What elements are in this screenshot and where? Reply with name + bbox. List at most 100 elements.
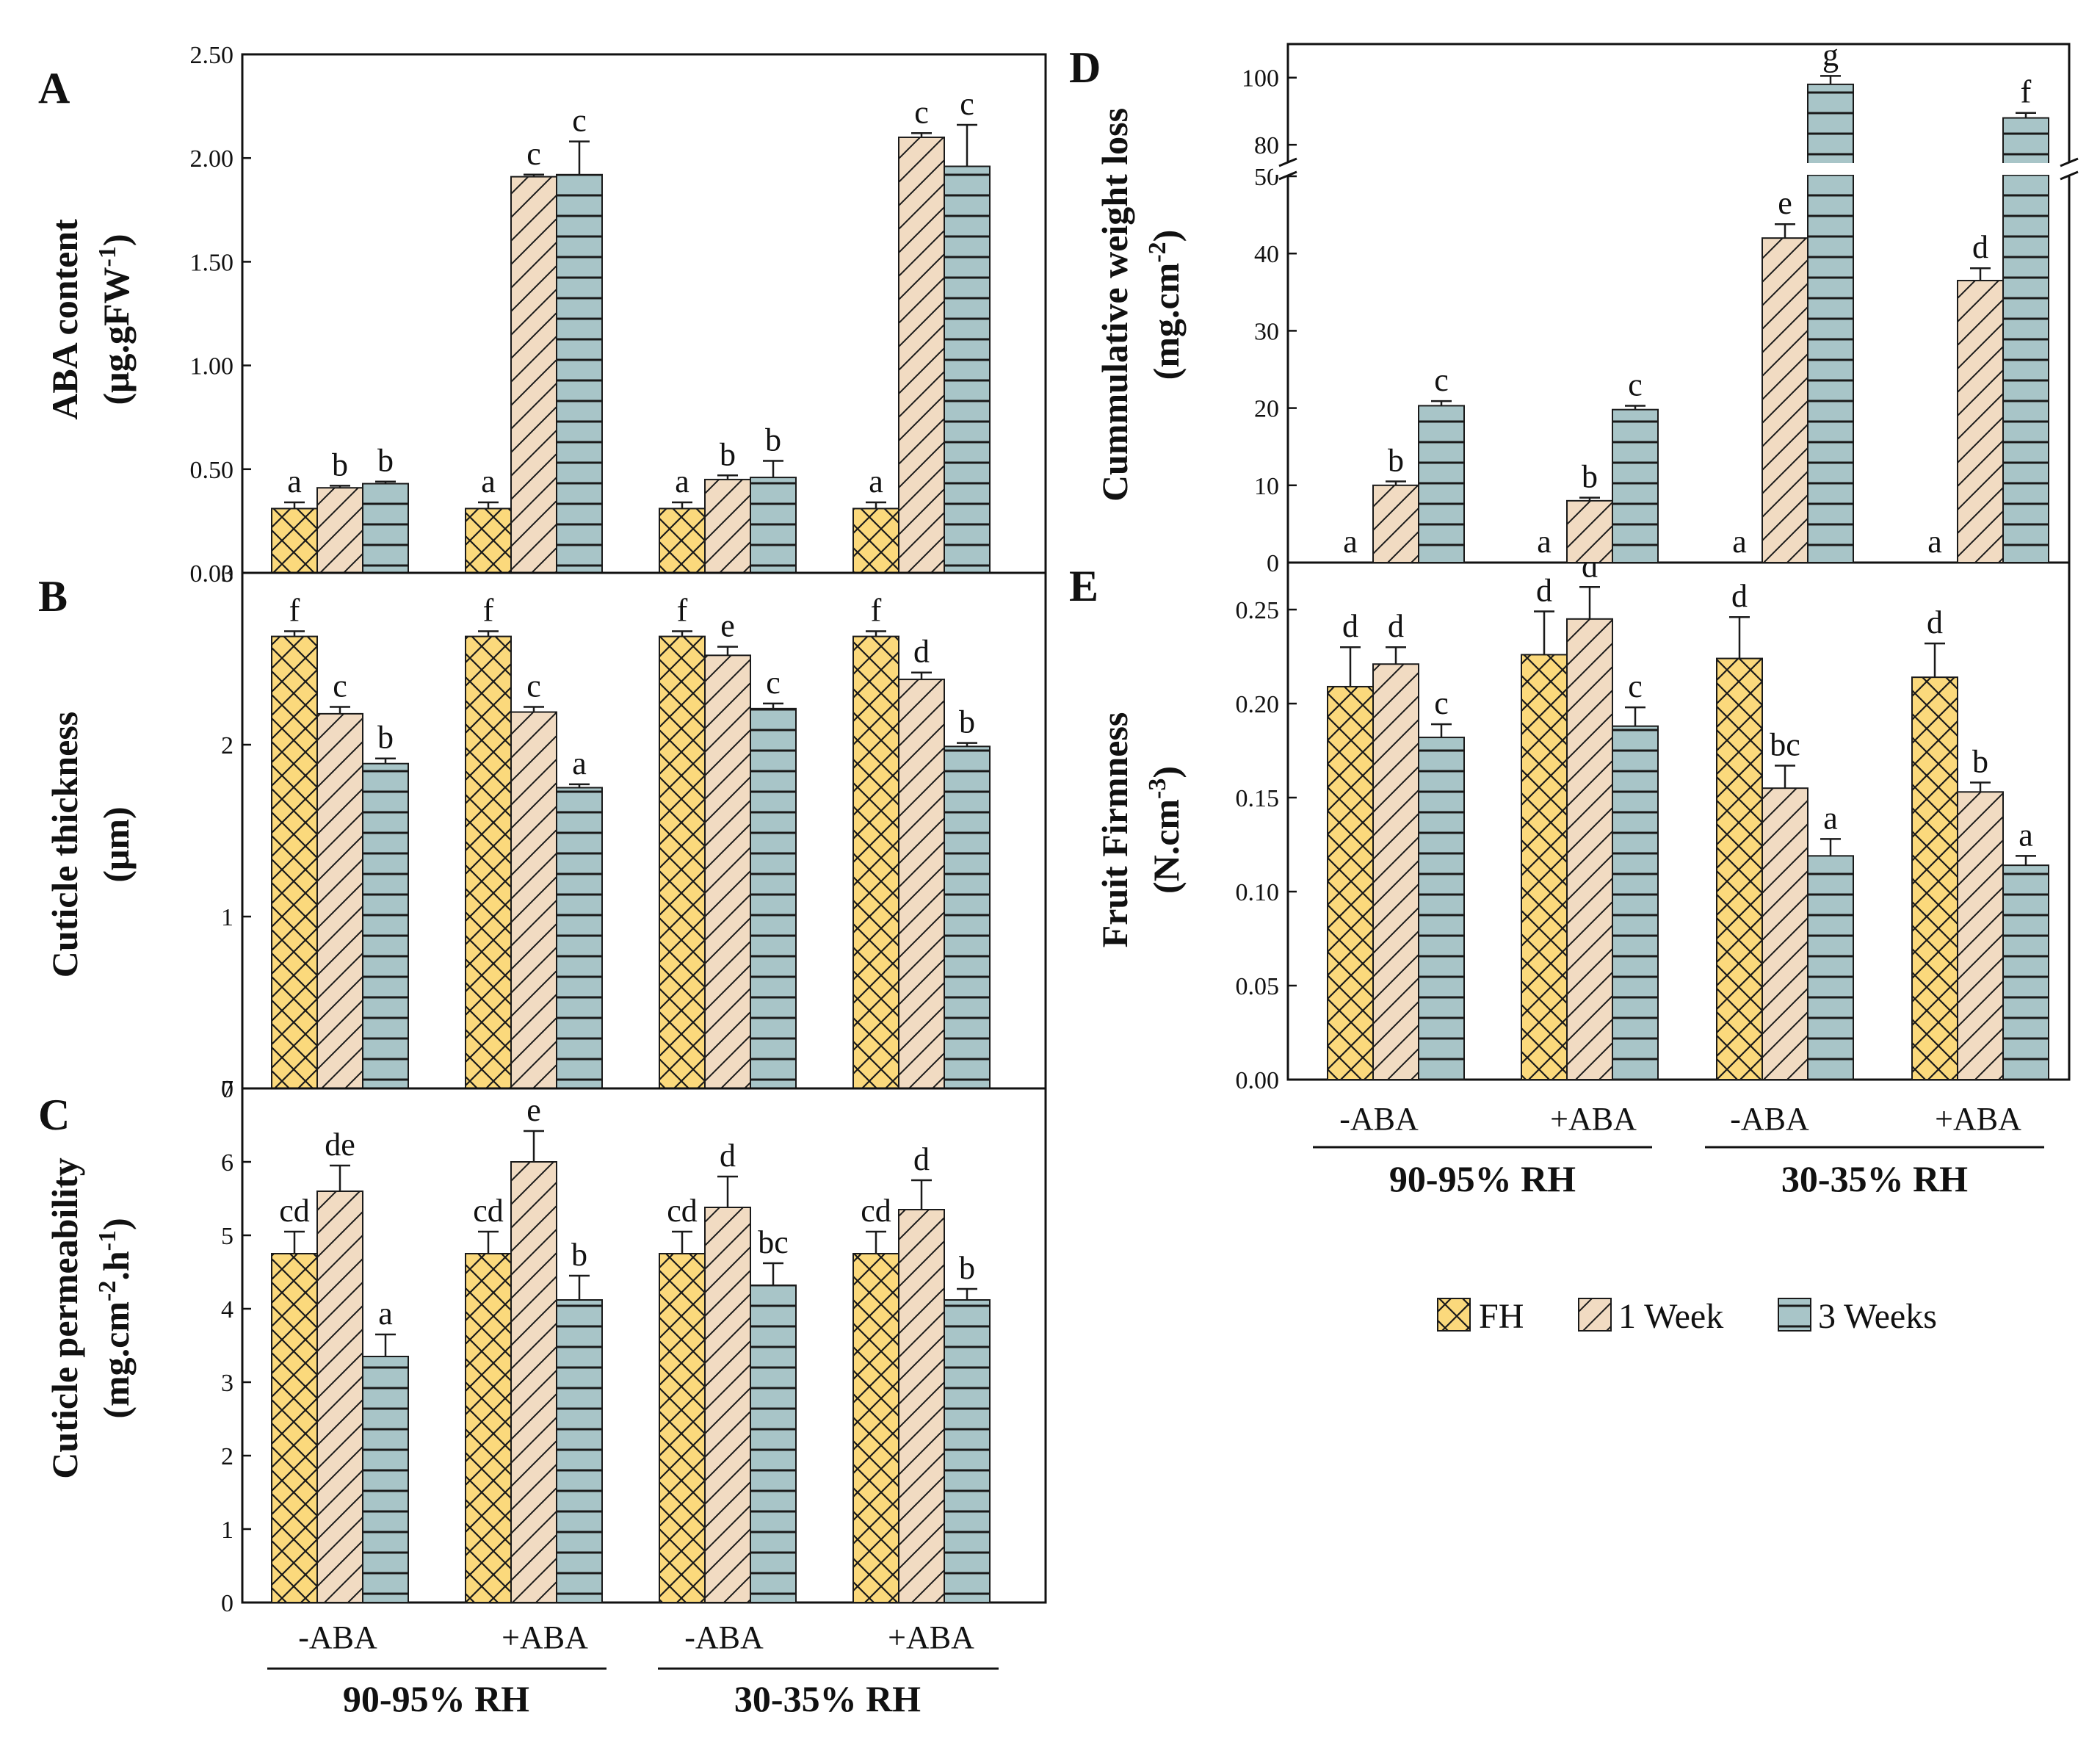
sig-letter-a-3-weeks-1: b <box>377 443 394 479</box>
bar-a-fh-4 <box>852 507 899 574</box>
sig-letter-b-fh-1: f <box>289 593 300 629</box>
sig-letter-e-3-weeks-1: c <box>1434 685 1449 721</box>
bar-a-3-weeks-2 <box>556 173 603 574</box>
sig-letter-d-3-weeks-3: g <box>1822 37 1839 73</box>
bar-d-3-weeks-1 <box>1418 405 1465 563</box>
y-tick-label-d-upper-1: 80 <box>1254 132 1279 159</box>
y-tick-label-d-upper-2: 100 <box>1242 65 1279 93</box>
sig-letter-c-1-week-1: de <box>325 1127 355 1163</box>
ylabel-c-line2: (mg.cm-2.h-1) <box>94 1218 137 1418</box>
x-group-label-left-2: +ABA <box>502 1619 588 1655</box>
legend-swatch-3-weeks <box>1778 1298 1811 1332</box>
y-tick-label-c-4: 3 <box>221 1370 233 1397</box>
sig-letter-a-1-week-1: b <box>332 447 348 483</box>
sig-letter-e-3-weeks-3: a <box>1823 800 1838 836</box>
sig-letter-e-1-week-3: bc <box>1770 726 1800 762</box>
sig-letter-e-1-week-4: b <box>1972 744 1988 780</box>
bar-a-1-week-4 <box>898 136 945 574</box>
sig-letter-c-fh-3: cd <box>667 1193 698 1229</box>
sig-letter-b-3-weeks-3: c <box>766 665 781 701</box>
sig-letter-a-3-weeks-2: c <box>572 103 587 139</box>
y-tick-label-b-2: 1 <box>221 904 233 931</box>
sig-letter-d-fh-4: a <box>1927 524 1942 560</box>
bar-e-3-weeks-2 <box>1612 725 1659 1080</box>
ylabel-c: Cuticle permeability (mg.cm-2.h-1) <box>44 1157 137 1478</box>
y-tick-label-a-3: 1.00 <box>190 353 234 380</box>
bar-e-1-week-4 <box>1957 791 2004 1080</box>
y-tick-label-c-7: 6 <box>221 1149 233 1177</box>
bar-b-3-weeks-1 <box>362 762 409 1089</box>
legend-label-3-weeks: 3 Weeks <box>1818 1297 1937 1336</box>
bar-e-fh-1 <box>1327 685 1374 1080</box>
bar-b-fh-2 <box>465 635 512 1089</box>
y-tick-label-e-2: 0.05 <box>1236 973 1280 1000</box>
y-tick-label-a-5: 2.00 <box>190 145 234 173</box>
ylabel-a: ABA content (μg.gFW-1) <box>44 219 137 420</box>
y-tick-label-c-5: 4 <box>221 1296 233 1323</box>
sig-letter-e-3-weeks-2: c <box>1628 668 1643 704</box>
ylabel-d-line1: Cummulative weight loss <box>1094 108 1135 502</box>
plot-frame-c <box>241 1087 1047 1604</box>
y-tick-label-c-1: 0 <box>221 1590 233 1617</box>
sig-letter-b-fh-4: f <box>871 593 882 629</box>
bar-a-fh-3 <box>659 507 706 574</box>
bar-b-fh-3 <box>659 635 706 1089</box>
y-tick-label-a-4: 1.50 <box>190 249 234 276</box>
sig-letter-e-1-week-1: d <box>1388 608 1404 644</box>
x-group-label-left-4: +ABA <box>888 1619 974 1655</box>
y-tick-label-e-4: 0.15 <box>1236 785 1280 812</box>
bar-d-1-week-2 <box>1566 499 1613 564</box>
sig-letter-c-3-weeks-4: b <box>959 1250 975 1286</box>
sig-letter-d-3-weeks-4: f <box>2021 74 2032 110</box>
sig-letter-c-3-weeks-1: a <box>378 1296 393 1332</box>
y-tick-label-c-6: 5 <box>221 1223 233 1250</box>
x-group-label-right-4: +ABA <box>1935 1101 2021 1137</box>
sig-letter-b-1-week-3: e <box>720 608 735 644</box>
y-tick-label-a-2: 0.50 <box>190 457 234 484</box>
x-group-label-right-1: -ABA <box>1339 1101 1419 1137</box>
sig-letter-c-fh-2: cd <box>473 1193 504 1229</box>
legend: FH 1 Week 3 Weeks <box>1437 1297 1937 1336</box>
sig-letter-b-fh-2: f <box>483 593 494 629</box>
sig-letter-c-1-week-4: d <box>913 1141 930 1177</box>
bar-e-3-weeks-4 <box>2002 864 2049 1081</box>
sig-letter-c-1-week-3: d <box>720 1138 736 1174</box>
bar-b-1-week-3 <box>704 654 751 1089</box>
bar-c-3-weeks-4 <box>944 1299 991 1603</box>
sig-letter-a-1-week-4: c <box>914 94 929 130</box>
x-group-label-left-1: -ABA <box>298 1619 377 1655</box>
bar-d-3-weeks-4 <box>2002 117 2049 564</box>
sig-letter-d-1-week-3: e <box>1778 185 1792 221</box>
sig-letter-d-1-week-4: d <box>1972 229 1988 265</box>
axis-break-mark-top-1 <box>1278 157 1297 167</box>
sig-letter-c-3-weeks-3: bc <box>758 1224 789 1260</box>
sig-letter-c-1-week-2: e <box>526 1092 541 1128</box>
sig-letter-e-fh-4: d <box>1927 604 1943 640</box>
sig-letter-a-fh-1: a <box>287 463 302 499</box>
bar-c-3-weeks-1 <box>362 1356 409 1603</box>
y-tick-label-e-5: 0.20 <box>1236 691 1280 718</box>
bar-b-fh-1 <box>271 635 318 1089</box>
panel-letter-e: E <box>1069 562 1098 610</box>
sig-letter-b-3-weeks-2: a <box>572 745 587 781</box>
y-tick-label-b-1: 0 <box>221 1076 233 1103</box>
y-tick-label-e-6: 0.25 <box>1236 597 1280 624</box>
sig-letter-d-3-weeks-1: c <box>1434 362 1449 398</box>
y-tick-label-c-8: 7 <box>221 1076 233 1103</box>
bar-c-1-week-2 <box>510 1161 557 1603</box>
sig-letter-b-1-week-4: d <box>913 634 930 670</box>
bar-d-1-week-1 <box>1372 484 1419 563</box>
bar-e-fh-2 <box>1521 654 1568 1080</box>
sig-letter-c-fh-1: cd <box>279 1193 310 1229</box>
y-tick-label-d-lower-1: 0 <box>1267 550 1279 577</box>
ylabel-e-line2: (N.cm-3) <box>1144 766 1187 894</box>
ylabel-e: Fruit Firmness (N.cm-3) <box>1094 712 1187 948</box>
axis-break-mark-top-2 <box>2060 157 2079 167</box>
axis-break-gap <box>1273 163 2084 175</box>
panel-letter-d: D <box>1069 43 1101 92</box>
sig-letter-d-fh-1: a <box>1343 524 1358 560</box>
y-tick-label-d-lower-2: 10 <box>1254 473 1279 500</box>
sig-letter-b-fh-3: f <box>677 593 688 629</box>
x-group-label-right-3: -ABA <box>1730 1101 1809 1137</box>
